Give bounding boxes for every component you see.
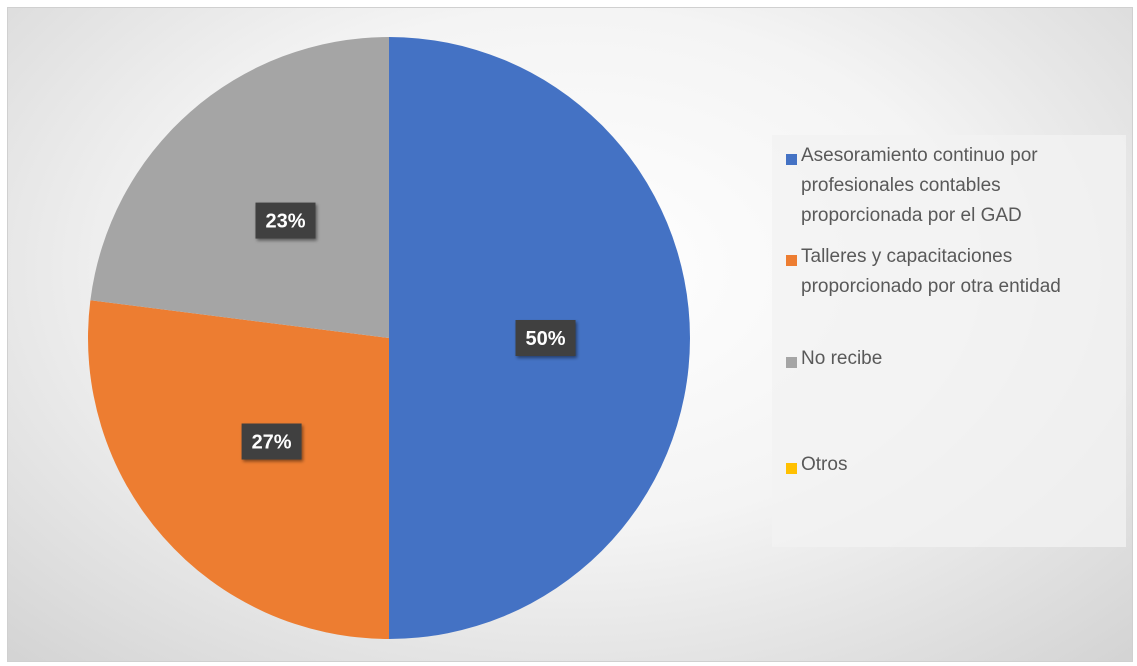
legend: Asesoramiento continuo por profesionales… <box>772 135 1126 547</box>
legend-swatch-otros <box>786 463 797 474</box>
pie-slice-talleres <box>87 300 389 639</box>
data-label-talleres: 27% <box>252 432 292 454</box>
legend-label: profesionales contables <box>801 175 1001 196</box>
data-label-box-talleres <box>241 423 302 460</box>
legend-label: Asesoramiento continuo por <box>801 145 1038 166</box>
legend-label: proporcionado por otra entidad <box>801 276 1061 297</box>
data-label-no-recibe: 23% <box>265 211 305 233</box>
pie-slice-no-recibe <box>90 37 389 338</box>
data-label-box-no-recibe <box>255 202 316 239</box>
data-label-asesoramiento: 50% <box>526 328 566 350</box>
data-label-box-asesoramiento <box>515 320 576 356</box>
legend-swatch-talleres <box>786 255 797 266</box>
legend-label: No recibe <box>801 348 883 369</box>
legend-swatch-no-recibe <box>786 357 797 368</box>
legend-swatch-asesoramiento <box>786 154 797 165</box>
legend-label: Otros <box>801 454 848 475</box>
legend-label: Talleres y capacitaciones <box>801 246 1013 267</box>
legend-label: proporcionada por el GAD <box>801 205 1022 226</box>
